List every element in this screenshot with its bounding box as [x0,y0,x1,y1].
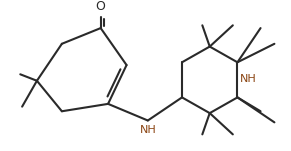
Text: O: O [96,0,106,13]
Text: NH: NH [139,125,156,135]
Text: NH: NH [240,74,257,84]
